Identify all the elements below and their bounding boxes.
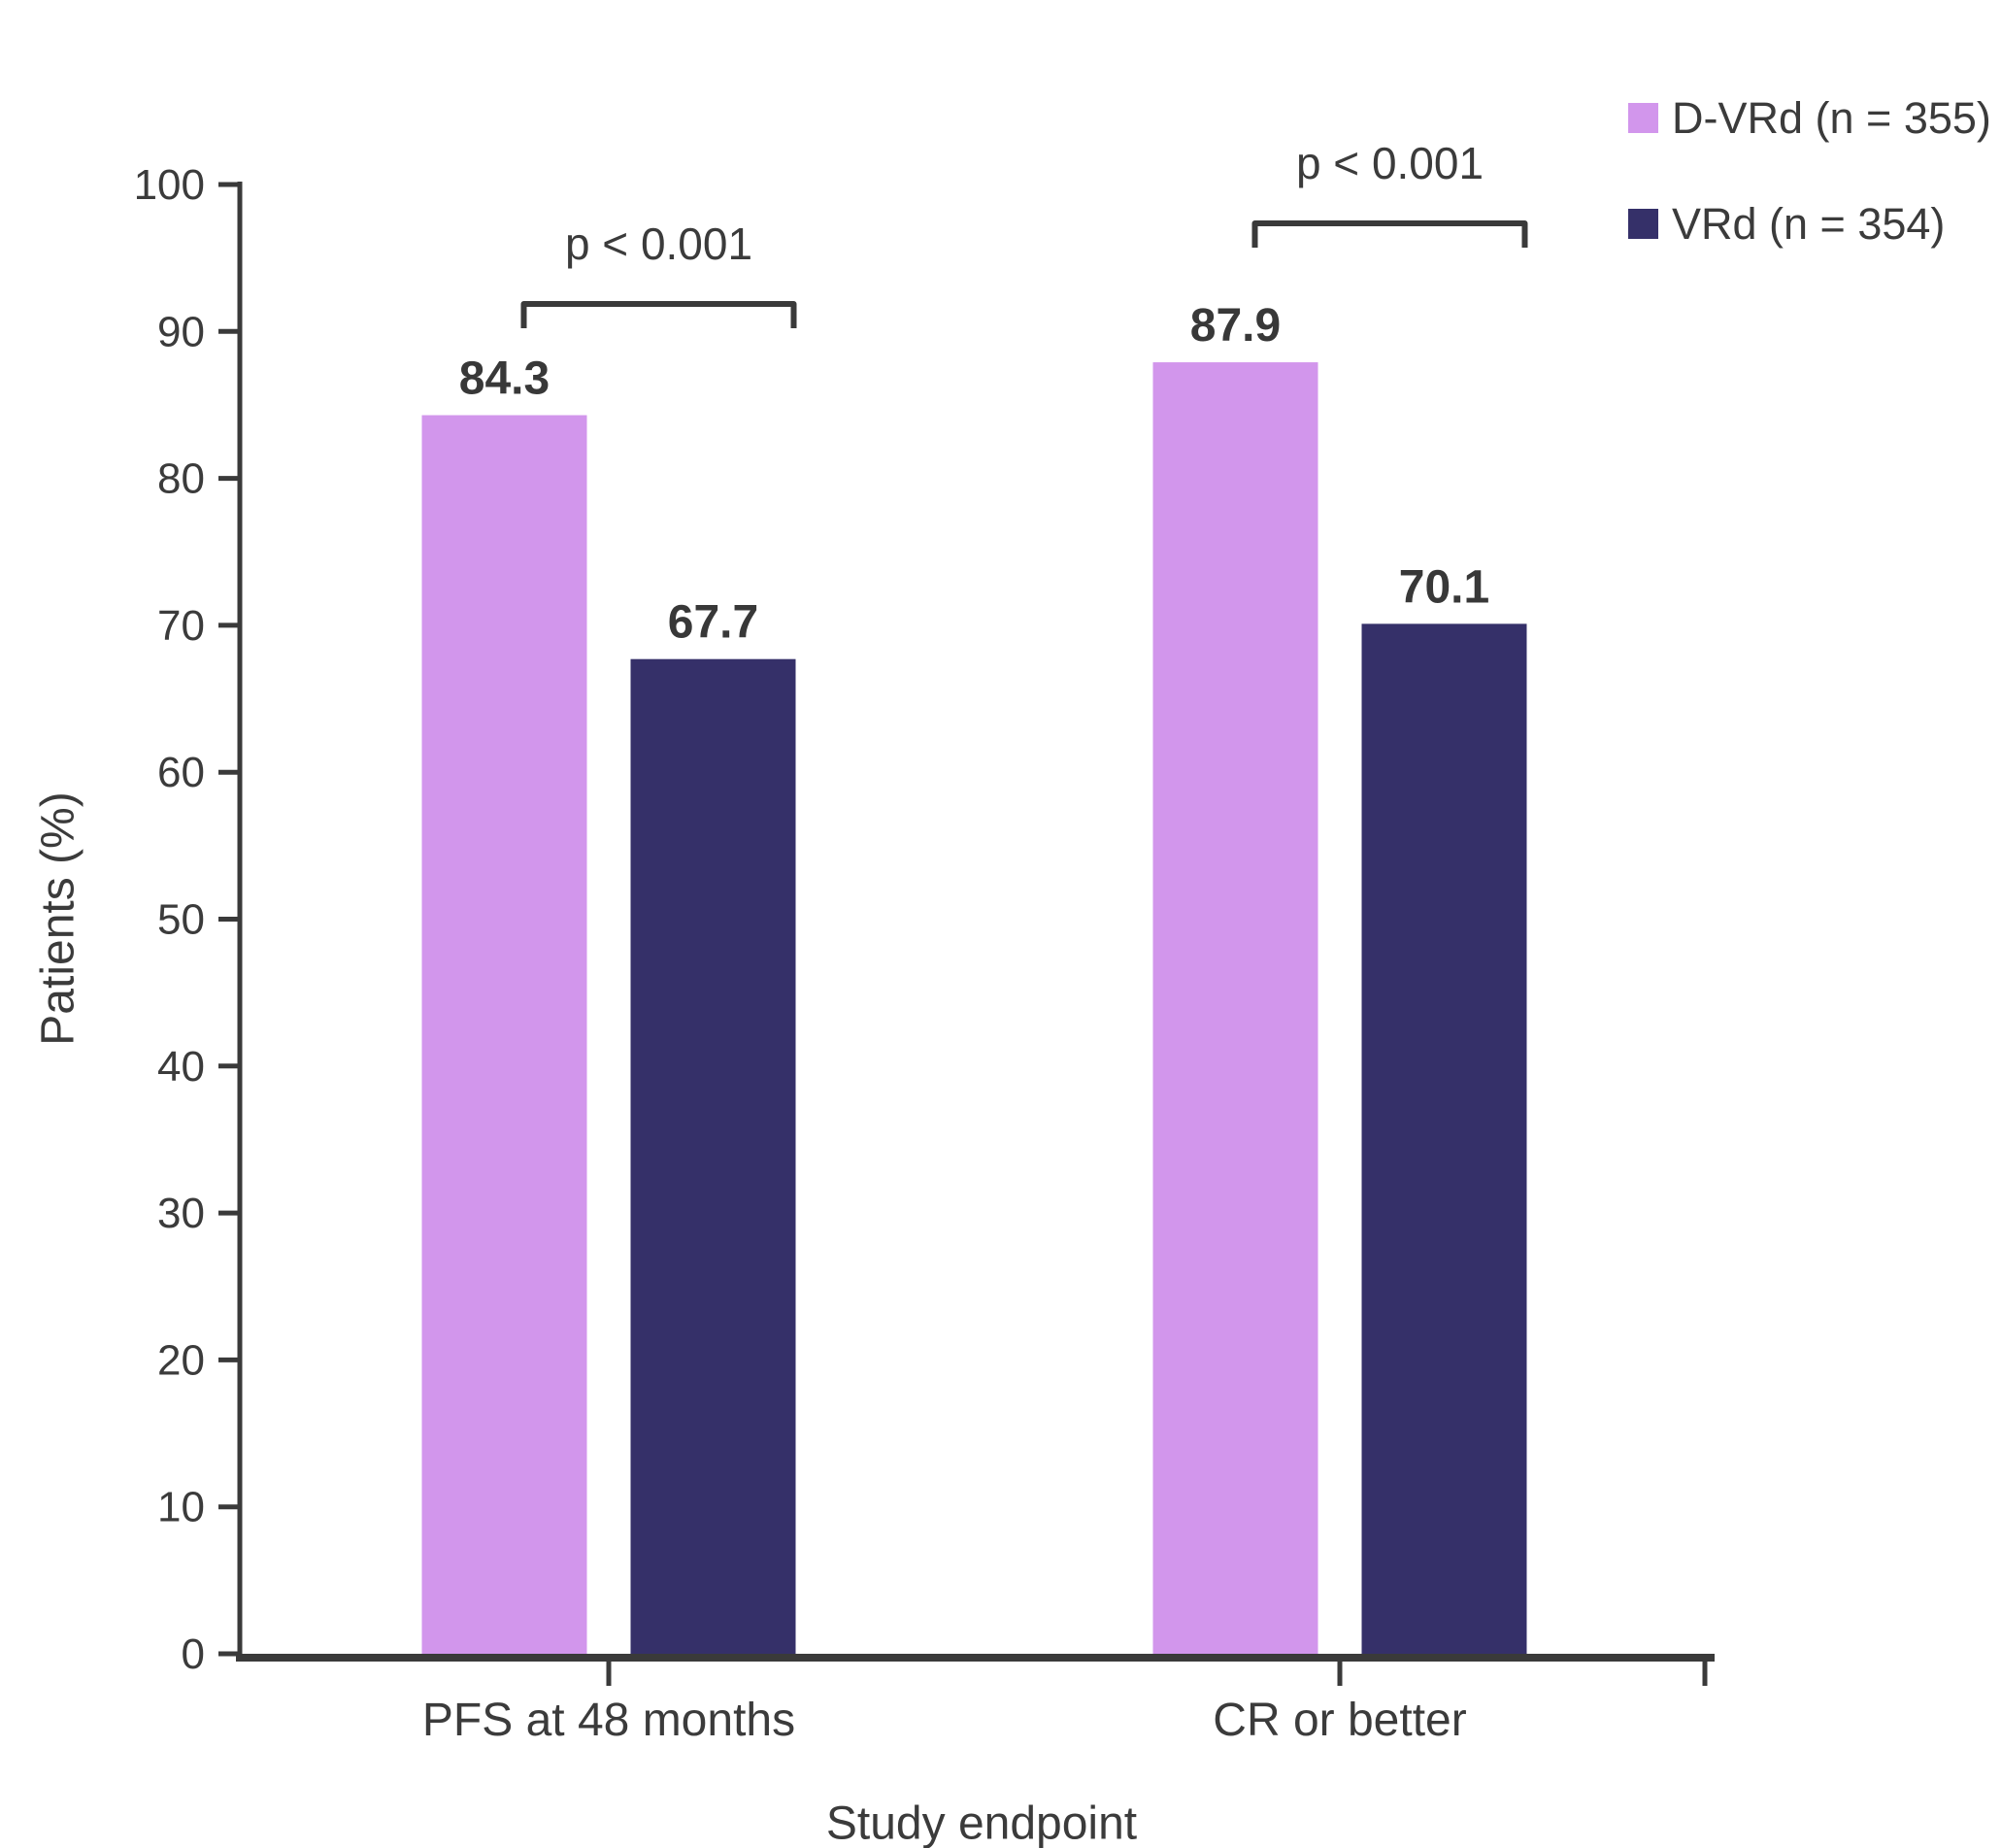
y-axis-title: Patients (%) [32, 791, 84, 1046]
y-axis-tick-label: 80 [157, 455, 205, 503]
p-value-bracket-1 [1251, 220, 1528, 248]
legend-swatch-d-vrd-icon [1628, 103, 1658, 133]
legend-swatch-vrd-icon [1628, 209, 1658, 239]
y-axis-tick-label: 10 [157, 1484, 205, 1531]
value-label-d-vrd-0: 84.3 [459, 353, 550, 405]
bar-vrd-0 [630, 658, 796, 1654]
x-axis-title: Study endpoint [825, 1798, 1138, 1848]
p-value-label-0: p < 0.001 [565, 218, 752, 269]
x-category-label-1: CR or better [1213, 1695, 1466, 1746]
y-axis-tick-label: 60 [157, 749, 205, 796]
legend-label-d-vrd: D-VRd (n = 355) [1672, 93, 1991, 143]
bar-vrd-1 [1361, 623, 1527, 1655]
value-label-vrd-1: 70.1 [1399, 561, 1489, 613]
y-axis-tick-label: 50 [157, 896, 205, 944]
y-axis-tick-label: 0 [182, 1630, 205, 1678]
value-label-d-vrd-1: 87.9 [1190, 300, 1281, 352]
bar-d-vrd-0 [421, 415, 587, 1654]
y-axis-tick-label: 40 [157, 1043, 205, 1091]
bar-d-vrd-1 [1152, 362, 1318, 1654]
legend: D-VRd (n = 355) VRd (n = 354) [1628, 96, 1991, 246]
value-label-vrd-0: 67.7 [668, 597, 758, 649]
legend-item-vrd: VRd (n = 354) [1628, 202, 1991, 246]
legend-label-vrd: VRd (n = 354) [1672, 199, 1946, 249]
y-axis-tick-label: 30 [157, 1190, 205, 1237]
y-axis-tick-label: 70 [157, 602, 205, 650]
y-axis-tick-label: 20 [157, 1336, 205, 1384]
p-value-label-1: p < 0.001 [1296, 138, 1484, 188]
legend-item-d-vrd: D-VRd (n = 355) [1628, 96, 1991, 140]
y-axis-tick-label: 90 [157, 308, 205, 355]
x-category-label-0: PFS at 48 months [422, 1695, 795, 1746]
y-axis-tick-label: 100 [134, 161, 205, 209]
p-value-bracket-0 [520, 301, 797, 328]
